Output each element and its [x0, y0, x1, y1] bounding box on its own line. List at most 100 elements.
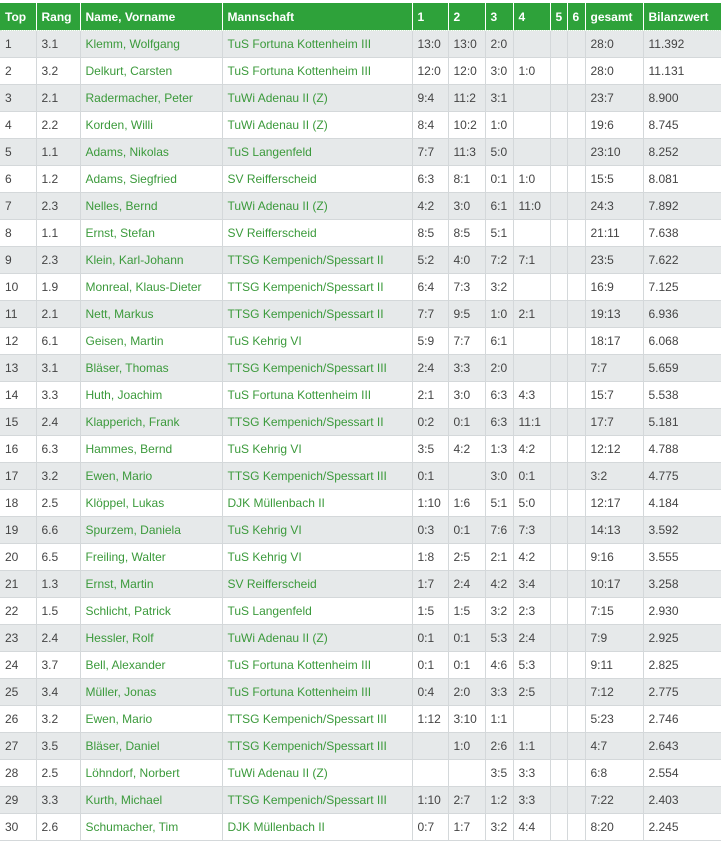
- cell-rang: 1.2: [36, 165, 81, 193]
- team-link[interactable]: SV Reifferscheid: [222, 570, 413, 598]
- cell-1: 1:10: [412, 489, 449, 517]
- team-link[interactable]: TuWi Adenau II (Z): [222, 192, 413, 220]
- team-link[interactable]: TuS Fortuna Kottenheim III: [222, 30, 413, 58]
- player-link[interactable]: Adams, Nikolas: [80, 138, 223, 166]
- cell-5: [550, 786, 568, 814]
- table-row: 22 1.5 Schlicht, Patrick TuS Langenfeld 1:5 1…: [0, 597, 721, 625]
- player-link[interactable]: Nett, Markus: [80, 300, 223, 328]
- player-link[interactable]: Ewen, Mario: [80, 705, 223, 733]
- player-link[interactable]: Ewen, Mario: [80, 462, 223, 490]
- player-link[interactable]: Nelles, Bernd: [80, 192, 223, 220]
- team-link[interactable]: TTSG Kempenich/Spessart II: [222, 246, 413, 274]
- player-link[interactable]: Schlicht, Patrick: [80, 597, 223, 625]
- cell-1: 2:4: [412, 354, 449, 382]
- cell-3: 1:2: [485, 786, 514, 814]
- cell-1: 0:2: [412, 408, 449, 436]
- cell-4: 4:2: [513, 543, 551, 571]
- player-link[interactable]: Freiling, Walter: [80, 543, 223, 571]
- cell-rang: 3.1: [36, 30, 81, 58]
- player-link[interactable]: Löhndorf, Norbert: [80, 759, 223, 787]
- player-link[interactable]: Ernst, Stefan: [80, 219, 223, 247]
- team-link[interactable]: TTSG Kempenich/Spessart III: [222, 354, 413, 382]
- header-col-6: 6: [567, 3, 586, 31]
- header-col-4: 4: [513, 3, 551, 31]
- team-link[interactable]: TTSG Kempenich/Spessart II: [222, 300, 413, 328]
- team-link[interactable]: SV Reifferscheid: [222, 165, 413, 193]
- team-link[interactable]: TTSG Kempenich/Spessart II: [222, 408, 413, 436]
- team-link[interactable]: TTSG Kempenich/Spessart III: [222, 732, 413, 760]
- player-link[interactable]: Bell, Alexander: [80, 651, 223, 679]
- cell-bilanzwert: 2.643: [643, 732, 721, 760]
- cell-4: [513, 327, 551, 355]
- cell-5: [550, 570, 568, 598]
- cell-4: 5:0: [513, 489, 551, 517]
- player-link[interactable]: Bläser, Thomas: [80, 354, 223, 382]
- table-row: 6 1.2 Adams, Siegfried SV Reifferscheid 6:3 8…: [0, 165, 721, 193]
- cell-4: 7:3: [513, 516, 551, 544]
- team-link[interactable]: TuS Kehrig VI: [222, 327, 413, 355]
- cell-4: 3:4: [513, 570, 551, 598]
- cell-5: [550, 732, 568, 760]
- player-link[interactable]: Klöppel, Lukas: [80, 489, 223, 517]
- player-link[interactable]: Klein, Karl-Johann: [80, 246, 223, 274]
- team-link[interactable]: TuS Kehrig VI: [222, 543, 413, 571]
- team-link[interactable]: TuWi Adenau II (Z): [222, 111, 413, 139]
- team-link[interactable]: DJK Müllenbach II: [222, 813, 413, 841]
- cell-top: 11: [0, 300, 37, 328]
- team-link[interactable]: TuS Fortuna Kottenheim III: [222, 678, 413, 706]
- table-row: 20 6.5 Freiling, Walter TuS Kehrig VI 1:8 2:5…: [0, 543, 721, 571]
- team-link[interactable]: TTSG Kempenich/Spessart II: [222, 273, 413, 301]
- team-link[interactable]: TuS Langenfeld: [222, 138, 413, 166]
- player-link[interactable]: Radermacher, Peter: [80, 84, 223, 112]
- team-link[interactable]: TuWi Adenau II (Z): [222, 624, 413, 652]
- cell-4: [513, 354, 551, 382]
- player-link[interactable]: Hessler, Rolf: [80, 624, 223, 652]
- team-link[interactable]: TuS Kehrig VI: [222, 516, 413, 544]
- player-link[interactable]: Klapperich, Frank: [80, 408, 223, 436]
- player-link[interactable]: Monreal, Klaus-Dieter: [80, 273, 223, 301]
- cell-rang: 3.7: [36, 651, 81, 679]
- player-link[interactable]: Spurzem, Daniela: [80, 516, 223, 544]
- player-link[interactable]: Ernst, Martin: [80, 570, 223, 598]
- player-link[interactable]: Kurth, Michael: [80, 786, 223, 814]
- player-link[interactable]: Schumacher, Tim: [80, 813, 223, 841]
- team-link[interactable]: TuS Fortuna Kottenheim III: [222, 57, 413, 85]
- team-link[interactable]: TTSG Kempenich/Spessart III: [222, 462, 413, 490]
- player-link[interactable]: Korden, Willi: [80, 111, 223, 139]
- team-link[interactable]: TTSG Kempenich/Spessart III: [222, 705, 413, 733]
- team-link[interactable]: TTSG Kempenich/Spessart III: [222, 786, 413, 814]
- player-link[interactable]: Adams, Siegfried: [80, 165, 223, 193]
- cell-gesamt: 23:10: [585, 138, 644, 166]
- header-col-top: Top: [0, 3, 37, 31]
- cell-bilanzwert: 5.181: [643, 408, 721, 436]
- cell-rang: 6.1: [36, 327, 81, 355]
- team-link[interactable]: TuS Fortuna Kottenheim III: [222, 651, 413, 679]
- cell-gesamt: 7:22: [585, 786, 644, 814]
- cell-rang: 3.2: [36, 57, 81, 85]
- team-link[interactable]: TuS Kehrig VI: [222, 435, 413, 463]
- team-link[interactable]: TuWi Adenau II (Z): [222, 759, 413, 787]
- cell-bilanzwert: 7.622: [643, 246, 721, 274]
- player-link[interactable]: Bläser, Daniel: [80, 732, 223, 760]
- team-link[interactable]: TuS Fortuna Kottenheim III: [222, 381, 413, 409]
- team-link[interactable]: TuWi Adenau II (Z): [222, 84, 413, 112]
- cell-bilanzwert: 7.638: [643, 219, 721, 247]
- table-row: 10 1.9 Monreal, Klaus-Dieter TTSG Kempenich…: [0, 273, 721, 301]
- team-link[interactable]: DJK Müllenbach II: [222, 489, 413, 517]
- cell-2: 7:3: [448, 273, 486, 301]
- cell-3: 2:0: [485, 30, 514, 58]
- team-link[interactable]: TuS Langenfeld: [222, 597, 413, 625]
- cell-rang: 3.2: [36, 705, 81, 733]
- player-link[interactable]: Delkurt, Carsten: [80, 57, 223, 85]
- cell-rang: 3.3: [36, 381, 81, 409]
- player-link[interactable]: Klemm, Wolfgang: [80, 30, 223, 58]
- table-row: 7 2.3 Nelles, Bernd TuWi Adenau II (Z) 4:2 3:…: [0, 192, 721, 220]
- team-link[interactable]: SV Reifferscheid: [222, 219, 413, 247]
- player-link[interactable]: Müller, Jonas: [80, 678, 223, 706]
- player-link[interactable]: Hammes, Bernd: [80, 435, 223, 463]
- cell-5: [550, 30, 568, 58]
- cell-4: 1:1: [513, 732, 551, 760]
- player-link[interactable]: Huth, Joachim: [80, 381, 223, 409]
- header-col-2: 2: [448, 3, 486, 31]
- player-link[interactable]: Geisen, Martin: [80, 327, 223, 355]
